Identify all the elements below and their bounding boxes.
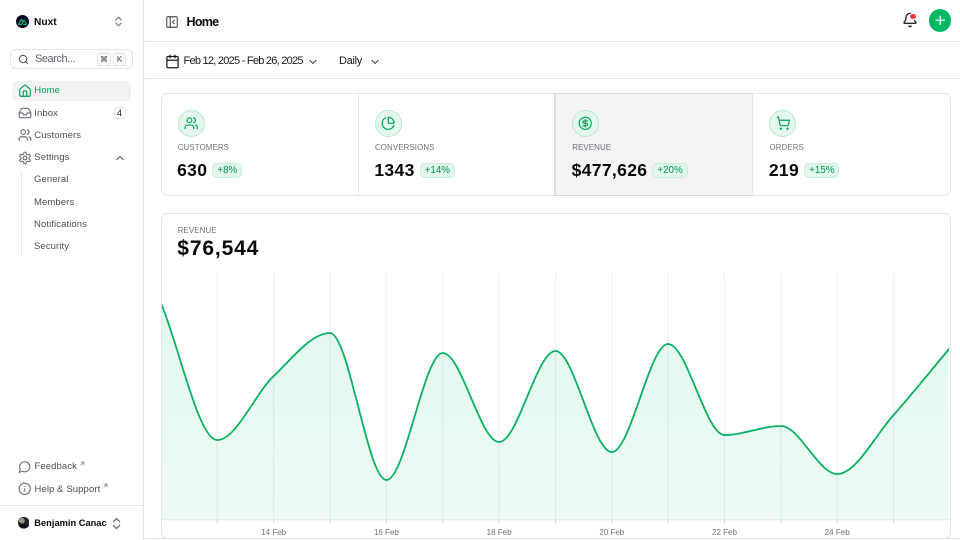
svg-text:20 Feb: 20 Feb xyxy=(599,528,624,537)
svg-text:14 Feb: 14 Feb xyxy=(261,528,286,537)
svg-text:24 Feb: 24 Feb xyxy=(824,528,849,537)
svg-text:16 Feb: 16 Feb xyxy=(373,528,398,537)
svg-text:22 Feb: 22 Feb xyxy=(712,528,737,537)
svg-text:18 Feb: 18 Feb xyxy=(486,528,511,537)
